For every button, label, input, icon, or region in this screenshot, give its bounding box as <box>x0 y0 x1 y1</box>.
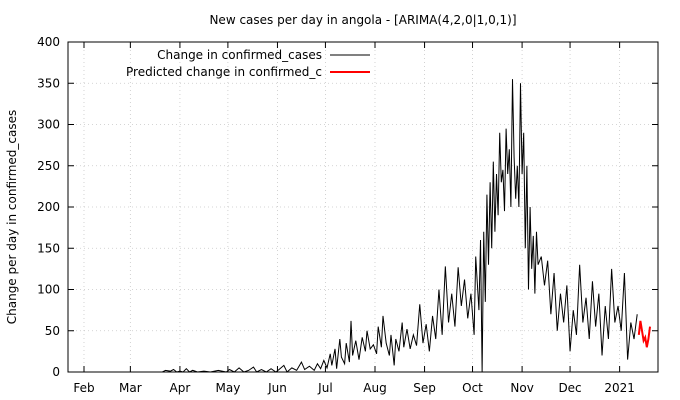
x-tick-label: Jun <box>267 381 287 395</box>
y-tick-label: 0 <box>52 365 60 379</box>
x-tick-label: May <box>215 381 240 395</box>
y-tick-label: 250 <box>37 159 60 173</box>
series-layer <box>162 79 652 373</box>
y-tick-label: 50 <box>45 324 60 338</box>
y-axis-ticks: 0 50 100 150 200 250 300 350 400 <box>37 35 658 379</box>
grid <box>68 42 658 372</box>
x-tick-label: Aug <box>363 381 386 395</box>
x-axis-ticks: Feb Mar Apr May Jun Jul Aug Sep Oct Nov Dec 2021 <box>73 42 635 395</box>
x-tick-label: Apr <box>170 381 191 395</box>
x-tick-label: 2021 <box>604 381 635 395</box>
x-tick-label: Nov <box>510 381 533 395</box>
series-line-predicted <box>637 320 652 348</box>
y-tick-label: 350 <box>37 76 60 90</box>
legend-label-predicted: Predicted change in confirmed_c <box>126 65 322 79</box>
series-line-confirmed <box>162 79 638 373</box>
y-tick-label: 200 <box>37 200 60 214</box>
x-tick-label: Dec <box>558 381 581 395</box>
x-tick-label: Sep <box>413 381 436 395</box>
y-tick-label: 150 <box>37 241 60 255</box>
x-tick-label: Mar <box>119 381 142 395</box>
y-tick-label: 400 <box>37 35 60 49</box>
plot-frame <box>67 41 659 373</box>
y-axis-label: Change per day in confirmed_cases <box>5 110 19 325</box>
x-tick-label: Feb <box>73 381 94 395</box>
x-tick-label: Jul <box>317 381 332 395</box>
legend: Change in confirmed_cases Predicted chan… <box>126 48 370 79</box>
y-tick-label: 300 <box>37 118 60 132</box>
chart-title: New cases per day in angola - [ARIMA(4,2… <box>209 13 516 27</box>
legend-label-confirmed: Change in confirmed_cases <box>157 48 322 62</box>
y-tick-label: 100 <box>37 283 60 297</box>
x-tick-label: Oct <box>462 381 483 395</box>
